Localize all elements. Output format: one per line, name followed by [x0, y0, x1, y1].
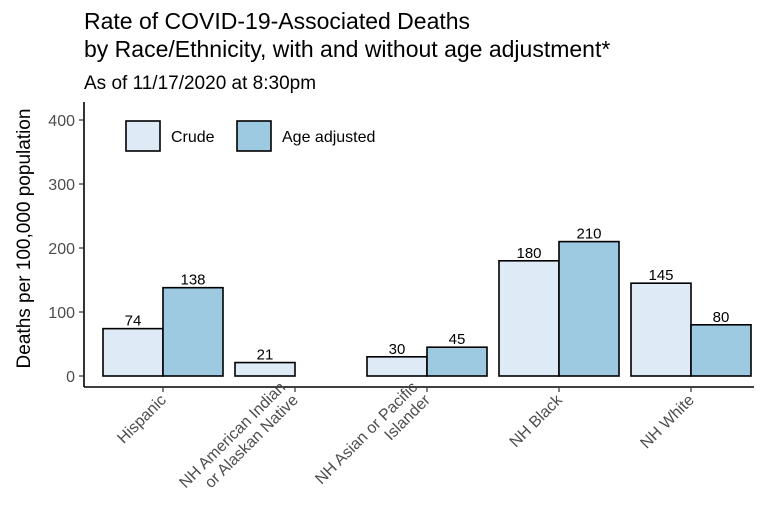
chart-subtitle: As of 11/17/2020 at 8:30pm [84, 73, 317, 94]
x-tick-label-line: NH Black [507, 391, 567, 451]
legend: Crude Age adjusted [125, 120, 375, 152]
x-tick-label: NH American Indianor Alaskan Native [176, 379, 301, 504]
data-label: 30 [389, 341, 406, 358]
x-tick-label: NH Asian or PacificIslander [312, 379, 434, 501]
y-axis-label: Deaths per 100,000 population [14, 109, 35, 369]
bar-age-adjusted [426, 346, 488, 377]
legend-swatch-crude [125, 120, 161, 152]
x-tick-label-line: Hispanic [114, 392, 169, 447]
chart-title: Rate of COVID-19-Associated Deaths by Ra… [84, 7, 610, 63]
bar-age-adjusted [162, 286, 224, 377]
data-labels: 74 138 21 30 45 180 210 145 80 [125, 226, 730, 364]
x-tick-label: NH White [637, 392, 697, 452]
data-label: 21 [257, 347, 274, 364]
data-label: 145 [648, 267, 673, 284]
data-label: 74 [125, 313, 142, 330]
bar-age-adjusted [558, 240, 620, 377]
bar-crude [102, 327, 164, 377]
chart-title-line-2: by Race/Ethnicity, with and without age … [84, 36, 611, 62]
data-label: 80 [713, 309, 730, 326]
y-tick-label: 400 [48, 113, 75, 130]
bar-crude [234, 361, 296, 377]
data-label: 210 [576, 226, 601, 243]
bar-crude [366, 355, 428, 377]
x-tick-label: Hispanic [114, 392, 169, 447]
bar-crude [630, 282, 692, 377]
x-tick-label: NH Black [507, 391, 567, 451]
legend-label-crude: Crude [171, 129, 215, 146]
data-label: 180 [516, 245, 541, 262]
bar-crude [498, 259, 560, 377]
y-tick-label: 200 [48, 241, 75, 258]
x-tick-label-line: NH Asian or Pacific [312, 379, 421, 488]
legend-label-age-adjusted: Age adjusted [282, 129, 375, 146]
data-label: 45 [449, 331, 466, 348]
x-tick-label-line: NH White [637, 392, 697, 452]
y-tick-label: 0 [66, 369, 75, 386]
data-label: 138 [180, 272, 205, 289]
y-tick-label: 300 [48, 177, 75, 194]
chart-title-line-1: Rate of COVID-19-Associated Deaths [84, 8, 471, 34]
y-tick-label: 100 [48, 305, 75, 322]
bar-age-adjusted [690, 323, 752, 377]
x-tick-label-line: NH American Indian [176, 379, 289, 492]
bars [102, 240, 752, 377]
legend-swatch-age-adjusted [236, 120, 272, 152]
